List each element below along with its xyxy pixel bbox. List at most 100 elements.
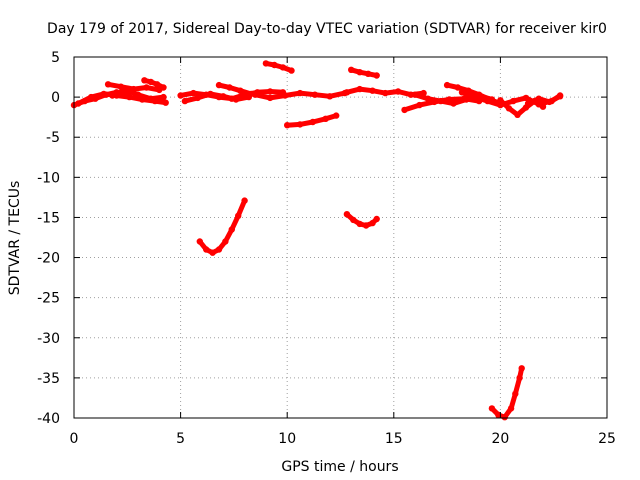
data-point [394, 88, 402, 95]
data-point [177, 92, 184, 99]
data-point [109, 92, 116, 99]
data-point [382, 89, 389, 97]
data-series-arc-4 [109, 86, 167, 102]
data-point [524, 100, 532, 107]
data-series-arc-19 [524, 93, 564, 107]
y-tick-label: 0 [51, 90, 60, 106]
data-point [514, 111, 521, 119]
data-series-arc-7 [181, 90, 252, 105]
y-tick-labels: 5 0 -5 -10 -15 -20 -25 -30 -35 -40 [37, 50, 60, 427]
y-tick-label: -20 [37, 251, 60, 267]
data-point [437, 97, 444, 105]
data-point [147, 95, 154, 102]
data-series-arc-21 [343, 211, 380, 229]
data-point [222, 238, 229, 245]
data-point [350, 216, 357, 224]
data-point [333, 112, 340, 119]
data-point [311, 91, 319, 98]
data-line [348, 67, 380, 78]
data-point [162, 99, 169, 106]
y-tick-label: -15 [37, 210, 60, 226]
data-point [326, 93, 333, 100]
data-point [373, 215, 380, 223]
data-point [143, 84, 150, 91]
data-point [194, 94, 201, 102]
data-point [141, 77, 148, 84]
data-point [215, 246, 223, 253]
data-point [322, 115, 329, 123]
data-series-arc-5 [141, 77, 167, 91]
grid-lines [74, 57, 607, 418]
x-axis-label: GPS time / hours [281, 459, 398, 475]
data-point [160, 93, 167, 101]
data-point [181, 97, 189, 105]
data-point [279, 64, 287, 71]
data-line [263, 60, 294, 74]
data-line [197, 198, 248, 256]
y-tick-label: -40 [37, 411, 60, 427]
data-series-arc-10 [262, 60, 295, 74]
data-point [343, 211, 351, 218]
data-point [266, 94, 274, 102]
data-point [228, 226, 235, 233]
data-point [369, 87, 376, 94]
y-tick-label: -35 [37, 371, 60, 387]
data-point [75, 100, 82, 107]
data-point [458, 89, 466, 96]
y-tick-label: -5 [46, 130, 60, 146]
data-point [252, 91, 259, 98]
data-point [505, 105, 513, 112]
data-series-arc-11 [284, 112, 340, 129]
x-tick-label: 20 [491, 431, 509, 447]
data-series-arc-13 [348, 66, 380, 79]
chart-title: Day 179 of 2017, Sidereal Day-to-day VTE… [47, 21, 607, 37]
y-tick-label: -10 [37, 170, 60, 186]
data-point [237, 87, 244, 94]
data-point [365, 70, 372, 78]
y-tick-label: 5 [51, 50, 60, 66]
data-point [134, 91, 142, 98]
data-series-arc-22 [488, 365, 525, 421]
data-point [356, 220, 363, 228]
data-point [539, 103, 547, 110]
data-point [296, 89, 304, 97]
data-point [516, 374, 523, 382]
data-point [507, 405, 515, 412]
data-point [450, 100, 457, 107]
data-point [416, 101, 423, 109]
x-tick-label: 5 [176, 431, 185, 447]
tick-marks [73, 56, 608, 419]
y-axis-label: SDTVAR / TECUs [7, 181, 23, 296]
data-point [309, 118, 316, 126]
data-point [424, 95, 432, 102]
data-point [266, 88, 274, 95]
data-point [401, 106, 408, 114]
data-point [343, 89, 351, 96]
data-point [501, 414, 508, 421]
data-point [207, 90, 214, 98]
data-point [262, 60, 270, 67]
data-point [203, 246, 210, 253]
data-point [443, 81, 451, 89]
data-point [495, 411, 502, 418]
plot-frame [73, 56, 608, 419]
y-tick-label: -25 [37, 291, 60, 307]
data-point [220, 93, 227, 100]
data-point [296, 121, 304, 128]
data-point [454, 84, 461, 91]
data-point [100, 90, 108, 98]
data-point [153, 81, 161, 88]
data-point [484, 97, 491, 105]
data-point [488, 405, 496, 412]
data-point [122, 86, 129, 94]
data-point [369, 219, 376, 227]
data-point [497, 97, 504, 104]
data-point [348, 66, 355, 74]
data-point [104, 81, 112, 88]
data-point [87, 93, 95, 101]
data-point [356, 69, 363, 76]
data-line [141, 77, 166, 90]
data-point [518, 365, 525, 372]
data-line [216, 82, 254, 97]
